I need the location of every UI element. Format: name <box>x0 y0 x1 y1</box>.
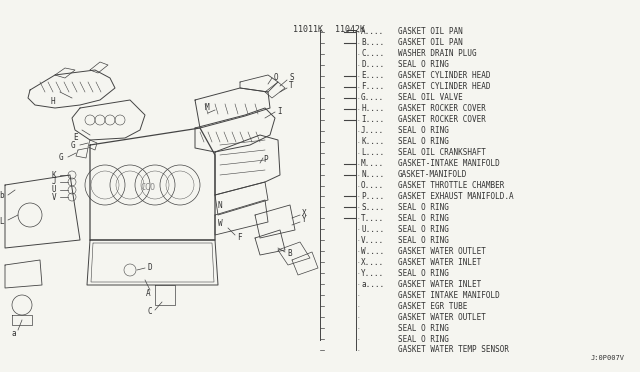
Text: SEAL O RING: SEAL O RING <box>398 269 449 278</box>
Text: S: S <box>289 74 294 83</box>
Text: SEAL O RING: SEAL O RING <box>398 324 449 333</box>
Text: SEAL O RING: SEAL O RING <box>398 236 449 245</box>
Text: SEAL O RING: SEAL O RING <box>398 334 449 343</box>
Text: V: V <box>51 192 56 202</box>
Text: D: D <box>148 263 152 272</box>
Text: X: X <box>302 208 307 218</box>
Text: Y: Y <box>302 215 307 224</box>
Text: SEAL O RING: SEAL O RING <box>398 214 449 223</box>
Text: F....: F.... <box>361 82 384 92</box>
Text: Y....: Y.... <box>361 269 384 278</box>
Text: GASKET WATER INLET: GASKET WATER INLET <box>398 258 481 267</box>
Text: C: C <box>148 308 152 317</box>
Text: SEAL O RING: SEAL O RING <box>398 203 449 212</box>
Text: SEAL O RING: SEAL O RING <box>398 137 449 146</box>
Text: B: B <box>287 248 292 257</box>
Text: L....: L.... <box>361 148 384 157</box>
Text: CCO: CCO <box>141 183 156 192</box>
Text: SEAL OIL VALVE: SEAL OIL VALVE <box>398 93 463 102</box>
Text: GASKET EXHAUST MANIFOLD.A: GASKET EXHAUST MANIFOLD.A <box>398 192 514 201</box>
Text: X....: X.... <box>361 258 384 267</box>
Text: L: L <box>0 218 4 227</box>
Text: GASKET ROCKER COVER: GASKET ROCKER COVER <box>398 115 486 124</box>
Text: H: H <box>51 96 55 106</box>
Text: SEAL O RING: SEAL O RING <box>398 225 449 234</box>
Text: M: M <box>205 103 210 112</box>
Text: SEAL O RING: SEAL O RING <box>398 126 449 135</box>
Text: B....: B.... <box>361 38 384 48</box>
Text: O: O <box>274 73 278 81</box>
Text: GASKET WATER TEMP SENSOR: GASKET WATER TEMP SENSOR <box>398 346 509 355</box>
Text: GASKET-MANIFOLD: GASKET-MANIFOLD <box>398 170 467 179</box>
Text: N....: N.... <box>361 170 384 179</box>
Text: N: N <box>217 201 221 209</box>
Text: E....: E.... <box>361 71 384 80</box>
Text: O....: O.... <box>361 181 384 190</box>
Text: H....: H.... <box>361 104 384 113</box>
Text: P....: P.... <box>361 192 384 201</box>
Text: M....: M.... <box>361 159 384 168</box>
Text: S....: S.... <box>361 203 384 212</box>
Text: a....: a.... <box>361 280 384 289</box>
Text: GASKET ROCKER COVER: GASKET ROCKER COVER <box>398 104 486 113</box>
Text: WASHER DRAIN PLUG: WASHER DRAIN PLUG <box>398 49 477 58</box>
Text: A: A <box>146 289 150 298</box>
Text: 11011K: 11011K <box>293 26 323 35</box>
Text: GASKET EGR TUBE: GASKET EGR TUBE <box>398 302 467 311</box>
Text: GASKET THROTTLE CHAMBER: GASKET THROTTLE CHAMBER <box>398 181 504 190</box>
Text: GASKET OIL PAN: GASKET OIL PAN <box>398 38 463 48</box>
Text: GASKET WATER OUTLET: GASKET WATER OUTLET <box>398 247 486 256</box>
Text: a: a <box>12 328 16 337</box>
Text: A....: A.... <box>361 28 384 36</box>
Text: W: W <box>218 218 223 228</box>
Text: GASKET-INTAKE MANIFOLD: GASKET-INTAKE MANIFOLD <box>398 159 500 168</box>
Text: SEAL OIL CRANKSHAFT: SEAL OIL CRANKSHAFT <box>398 148 486 157</box>
Text: D....: D.... <box>361 60 384 70</box>
Text: GASKET WATER OUTLET: GASKET WATER OUTLET <box>398 312 486 322</box>
Text: 11042K: 11042K <box>335 26 365 35</box>
Text: T....: T.... <box>361 214 384 223</box>
Text: J....: J.... <box>361 126 384 135</box>
Text: K....: K.... <box>361 137 384 146</box>
Text: I....: I.... <box>361 115 384 124</box>
Text: GASKET CYLINDER HEAD: GASKET CYLINDER HEAD <box>398 82 490 92</box>
Text: GASKET CYLINDER HEAD: GASKET CYLINDER HEAD <box>398 71 490 80</box>
Text: G: G <box>58 153 63 161</box>
Text: W....: W.... <box>361 247 384 256</box>
Text: P: P <box>263 155 268 164</box>
Text: b: b <box>0 192 4 201</box>
Text: I: I <box>277 106 282 115</box>
Text: SEAL O RING: SEAL O RING <box>398 60 449 70</box>
Text: T: T <box>289 81 294 90</box>
Text: U....: U.... <box>361 225 384 234</box>
Text: GASKET WATER INLET: GASKET WATER INLET <box>398 280 481 289</box>
Text: K: K <box>51 170 56 180</box>
Text: GASKET INTAKE MANIFOLD: GASKET INTAKE MANIFOLD <box>398 291 500 300</box>
Text: U: U <box>51 186 56 195</box>
Text: E: E <box>74 132 78 141</box>
Text: C....: C.... <box>361 49 384 58</box>
Text: F: F <box>237 232 242 241</box>
Text: J:0P007V: J:0P007V <box>591 355 625 361</box>
Text: GASKET OIL PAN: GASKET OIL PAN <box>398 28 463 36</box>
Text: G: G <box>70 141 75 150</box>
Text: V....: V.... <box>361 236 384 245</box>
Text: J: J <box>51 177 56 186</box>
Text: G....: G.... <box>361 93 384 102</box>
